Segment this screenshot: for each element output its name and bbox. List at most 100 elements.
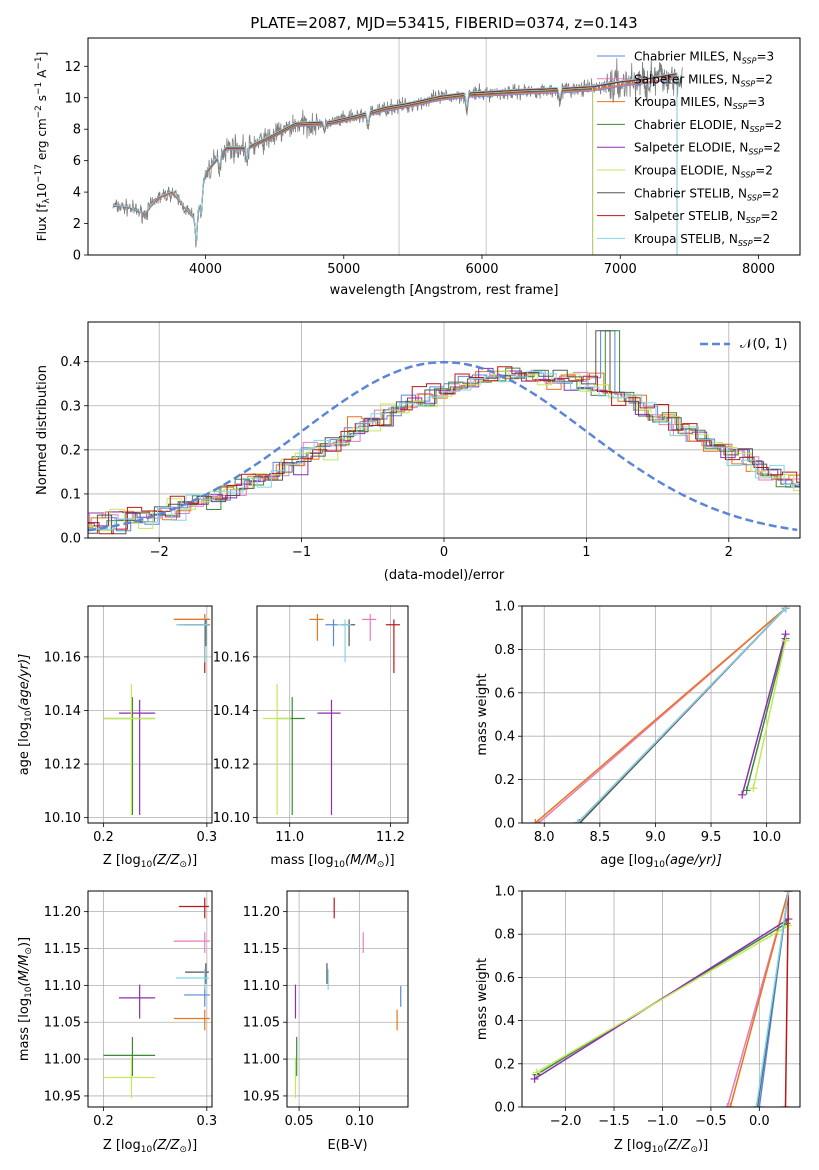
legend-label-part: Salpeter STELIB, N [634, 209, 746, 223]
y-label-part: age [log [17, 722, 32, 775]
x-label-sub: 10 [334, 860, 346, 870]
x-label-part: Z [log [614, 1138, 652, 1153]
residual-histogram-step [88, 330, 800, 532]
legend-label-sub: SSP [738, 239, 753, 248]
legend-label: Kroupa MILES, NSSP=3 [634, 95, 765, 111]
residual-histogram-step [88, 370, 800, 530]
x-label-part: mass [log [270, 853, 333, 868]
cumulative-mass-marker [573, 819, 582, 823]
x-axis-label: age [log10(age/yr)] [600, 853, 722, 870]
x-label-part: )] [384, 853, 394, 868]
legend-label-sub: SSP [741, 171, 756, 180]
age-vs-mass-panel: 11.0 11.2 10.10 10.12 10.14 10.16 mass [log10(… [213, 605, 409, 870]
y-label-sup: −1 [34, 82, 44, 95]
y-tick-label: 10.14 [44, 704, 81, 719]
y-tick-label: 10.10 [44, 811, 81, 826]
y-tick-label: 11.15 [44, 942, 81, 957]
mass-weight-vs-age-panel: 8.0 8.5 9.0 9.5 10.0 0.0 0.2 0.4 0.6 0.8 1.0 age [l… [475, 600, 801, 870]
x-label-part: (Z/Z [152, 853, 180, 868]
y-tick-label: 11.15 [243, 942, 280, 957]
x-label-part: )] [187, 853, 197, 868]
x-label-sub: 10 [652, 1145, 664, 1155]
axes-frame [87, 37, 801, 256]
y-axis-label: mass [log10(M/M⊙)] [17, 937, 34, 1061]
cumulative-mass-line [729, 891, 790, 1107]
y-tick-label: 0.0 [60, 532, 81, 547]
residual-histogram-step [88, 367, 800, 527]
y-tick-label: 11.20 [243, 905, 280, 920]
x-tick-label: 11.2 [376, 830, 405, 845]
cumulative-mass-marker [749, 784, 758, 793]
cumulative-mass-marker [531, 819, 540, 823]
legend-label: Chabrier MILES, NSSP=3 [634, 50, 774, 66]
y-tick-label: 11.00 [243, 1053, 280, 1068]
model-spectrum-line [112, 72, 678, 255]
y-label-sup: −17 [34, 164, 44, 183]
y-label-sub: λ [42, 198, 52, 204]
y-tick-label: 10.95 [243, 1089, 280, 1104]
cumulative-mass-marker [738, 790, 747, 799]
x-label-part: )] [187, 1138, 197, 1153]
x-tick-label: 0.3 [196, 830, 217, 845]
cumulative-mass-marker [726, 1103, 735, 1107]
y-label-part: (M/M [17, 955, 32, 987]
y-axis-label: age [log10(age/yr)] [17, 654, 34, 776]
legend-label-part: =2 [755, 72, 773, 86]
y-tick-label: 10.95 [44, 1089, 81, 1104]
legend-label: Chabrier ELODIE, NSSP=2 [634, 118, 782, 134]
cumulative-mass-marker [752, 1103, 761, 1107]
y-tick-label: 11.20 [44, 905, 81, 920]
y-label-sub: ⊙ [24, 947, 34, 955]
axes-frame [87, 321, 801, 539]
legend-label: Kroupa STELIB, NSSP=2 [634, 232, 770, 248]
x-tick-label: −0.5 [695, 1114, 727, 1129]
x-label-part: Z [log [103, 1138, 141, 1153]
x-tick-label: 8.0 [534, 830, 555, 845]
residual-histogram-step [88, 330, 800, 535]
plot-area [103, 897, 210, 1099]
x-tick-label: 0.05 [285, 1114, 314, 1129]
cumulative-mass-line [784, 891, 790, 1107]
legend-label-sub: SSP [741, 79, 756, 88]
mass-weight-vs-metallicity-panel: −2.0 −1.5 −1.0 −0.5 0.0 0.0 0.2 0.4 0.6 0.8 1.0 Z [… [475, 885, 801, 1155]
x-label-sub: 10 [653, 860, 665, 870]
y-tick-label: 6 [73, 154, 81, 169]
x-label-sub: ⊙ [179, 1145, 187, 1155]
x-tick-label: 9.5 [701, 830, 722, 845]
x-tick-label: 0.2 [93, 1114, 114, 1129]
x-tick-label: −2.0 [550, 1114, 582, 1129]
y-label-sup: −1 [34, 56, 44, 69]
legend-label: Kroupa ELODIE, NSSP=2 [634, 164, 773, 180]
legend-label-sub: SSP [733, 102, 748, 111]
plot-area [103, 614, 210, 815]
x-label-part: )] [698, 1138, 708, 1153]
y-tick-label: 11.10 [243, 979, 280, 994]
x-label-sub: ⊙ [179, 860, 187, 870]
y-label-part: (age/yr)] [17, 654, 32, 711]
legend-label-part: Chabrier ELODIE, N [634, 118, 750, 132]
legend-label-part: =2 [753, 232, 771, 246]
y-tick-label: 11.05 [243, 1016, 280, 1031]
y-tick-label: 8 [73, 123, 81, 138]
legend-label: Salpeter ELODIE, NSSP=2 [634, 141, 781, 157]
y-tick-label: 0.6 [494, 971, 515, 986]
chart-title: PLATE=2087, MJD=53415, FIBERID=0374, z=0… [250, 14, 637, 32]
y-tick-label: 2 [73, 217, 81, 232]
y-tick-label: 10.12 [213, 758, 250, 773]
x-tick-label: 4000 [189, 262, 222, 277]
cumulative-mass-line [745, 638, 787, 791]
x-tick-label: 0.3 [196, 1114, 217, 1129]
model-spectrum-line [141, 77, 678, 255]
cumulative-mass-marker [755, 1103, 764, 1107]
legend-label-sub: SSP [748, 148, 763, 157]
legend-label-sub: SSP [742, 57, 757, 66]
x-label-part: (Z/Z [152, 1138, 180, 1153]
x-tick-label: −1 [292, 545, 311, 560]
y-tick-label: 11.00 [44, 1053, 81, 1068]
x-axis-label: Z [log10(Z/Z⊙)] [614, 1138, 708, 1155]
legend-label-sub: SSP [746, 216, 761, 225]
x-label-part: age [log [600, 853, 653, 868]
